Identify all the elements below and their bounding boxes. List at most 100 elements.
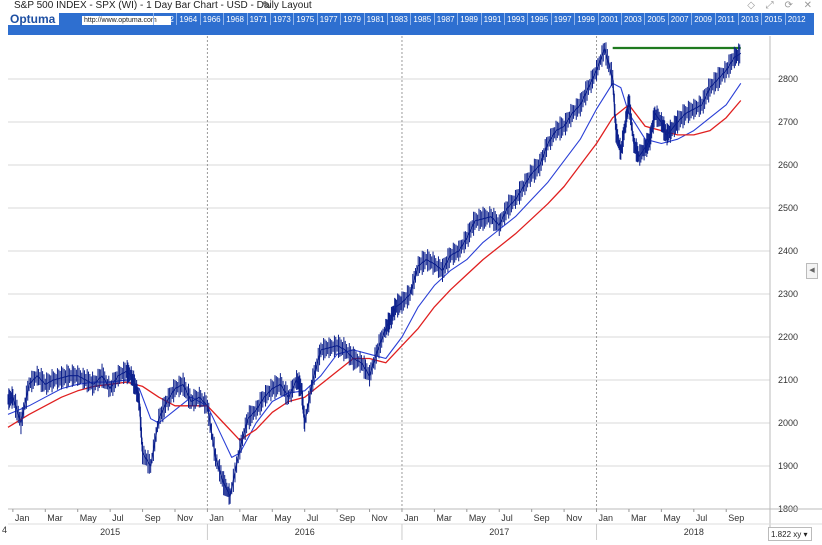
nav-year-label[interactable]: 2007 bbox=[670, 15, 689, 24]
x-year-label: 2017 bbox=[489, 527, 509, 537]
nav-year-divider bbox=[246, 13, 248, 25]
nav-year-label[interactable]: 2012 bbox=[787, 15, 806, 24]
x-tick-label: Mar bbox=[436, 513, 452, 523]
nav-year-divider bbox=[691, 13, 693, 25]
nav-year-label[interactable]: 1977 bbox=[319, 15, 338, 24]
nav-year-label[interactable]: 1985 bbox=[413, 15, 432, 24]
y-tick-label: 2000 bbox=[778, 418, 798, 428]
nav-year-label[interactable]: 1995 bbox=[530, 15, 549, 24]
x-tick-label: Mar bbox=[47, 513, 63, 523]
x-year-label: 2015 bbox=[100, 527, 120, 537]
x-tick-label: Jul bbox=[307, 513, 319, 523]
nav-year-label[interactable]: 1991 bbox=[483, 15, 502, 24]
nav-year-label[interactable]: 1975 bbox=[296, 15, 315, 24]
y-tick-label: 2600 bbox=[778, 160, 798, 170]
nav-year-label[interactable]: 1971 bbox=[249, 15, 268, 24]
nav-year-divider bbox=[316, 13, 318, 25]
nav-year-divider bbox=[199, 13, 201, 25]
nav-year-divider bbox=[784, 13, 786, 25]
x-tick-label: Sep bbox=[534, 513, 550, 523]
nav-year-label[interactable]: 1979 bbox=[343, 15, 361, 24]
scale-readout[interactable]: 1.822 xy ▾ bbox=[768, 527, 812, 541]
x-tick-label: Jan bbox=[404, 513, 419, 523]
x-tick-label: Nov bbox=[566, 513, 583, 523]
x-tick-label: May bbox=[663, 513, 681, 523]
x-tick-label: Jan bbox=[599, 513, 614, 523]
nav-year-divider bbox=[433, 13, 435, 25]
nav-year-label[interactable]: 1999 bbox=[577, 15, 595, 24]
y-tick-label: 2500 bbox=[778, 203, 798, 213]
nav-year-divider bbox=[480, 13, 482, 25]
xy-icon[interactable]: xy ▾ bbox=[793, 530, 808, 539]
x-tick-label: Mar bbox=[631, 513, 647, 523]
nav-year-divider bbox=[574, 13, 576, 25]
logo: Optuma bbox=[8, 13, 60, 26]
nav-year-label[interactable]: 2003 bbox=[624, 15, 642, 24]
nav-year-divider bbox=[644, 13, 646, 25]
nav-year-label[interactable]: 1987 bbox=[436, 15, 455, 24]
x-tick-label: Nov bbox=[177, 513, 194, 523]
nav-year-divider bbox=[597, 13, 599, 25]
x-year-label: 2016 bbox=[295, 527, 315, 537]
x-tick-label: Nov bbox=[372, 513, 389, 523]
pencil-icon[interactable]: ✎ bbox=[262, 0, 272, 12]
logo-url[interactable]: http://www.optuma.com bbox=[82, 16, 171, 25]
title-bar: S&P 500 INDEX - SPX (WI) - 1 Day Bar Cha… bbox=[0, 0, 822, 12]
nav-year-divider bbox=[714, 13, 716, 25]
y-tick-label: 2700 bbox=[778, 117, 798, 127]
nav-year-label[interactable]: 1981 bbox=[366, 15, 385, 24]
nav-year-divider bbox=[527, 13, 529, 25]
nav-year-divider bbox=[340, 13, 342, 25]
nav-year-divider bbox=[504, 13, 505, 25]
nav-year-label[interactable]: 2015 bbox=[764, 15, 783, 24]
scale-readout-value: 1.822 bbox=[771, 530, 792, 539]
axis-collapse-arrow-icon[interactable]: ◀ bbox=[806, 263, 818, 279]
x-tick-label: Sep bbox=[145, 513, 161, 523]
nav-year-divider bbox=[223, 13, 225, 25]
nav-year-label[interactable]: 2005 bbox=[647, 15, 666, 24]
nav-year-label[interactable]: 1962 bbox=[156, 15, 174, 24]
nav-year-label[interactable]: 1989 bbox=[460, 15, 478, 24]
x-tick-label: May bbox=[274, 513, 292, 523]
nav-year-label[interactable]: 2009 bbox=[694, 15, 712, 24]
y-tick-label: 1900 bbox=[778, 461, 798, 471]
nav-year-divider bbox=[457, 13, 459, 25]
nav-year-label[interactable]: 1983 bbox=[390, 15, 408, 24]
x-tick-label: May bbox=[80, 513, 98, 523]
nav-year-label[interactable]: 1966 bbox=[202, 15, 221, 24]
nav-year-label[interactable]: 1997 bbox=[553, 15, 572, 24]
x-tick-label: Jan bbox=[209, 513, 224, 523]
nav-year-label[interactable]: 1964 bbox=[179, 15, 198, 24]
y-tick-label: 2100 bbox=[778, 375, 798, 385]
x-tick-label: Mar bbox=[242, 513, 258, 523]
nav-year-divider bbox=[761, 13, 763, 25]
nav-year-divider bbox=[667, 13, 669, 25]
nav-year-divider bbox=[363, 13, 365, 25]
slow-ma-line bbox=[7, 100, 742, 441]
nav-year-label[interactable]: 2001 bbox=[600, 15, 619, 24]
nav-year-divider bbox=[270, 13, 271, 25]
nav-year-label[interactable]: 1973 bbox=[273, 15, 291, 24]
y-tick-label: 2800 bbox=[778, 74, 798, 84]
nav-year-divider bbox=[621, 13, 622, 25]
left-edge-label: 4 bbox=[2, 525, 8, 535]
nav-year-label[interactable]: 2013 bbox=[741, 15, 759, 24]
fast-ma-line bbox=[7, 82, 742, 458]
x-tick-label: Jul bbox=[501, 513, 513, 523]
x-tick-label: Jul bbox=[112, 513, 124, 523]
x-tick-label: Sep bbox=[728, 513, 744, 523]
nav-year-divider bbox=[153, 13, 154, 25]
year-navigator[interactable]: Optuma http://www.optuma.com 1962 1964 196… bbox=[8, 13, 814, 35]
nav-year-divider bbox=[176, 13, 178, 25]
nav-year-label[interactable]: 1968 bbox=[226, 15, 244, 24]
y-tick-label: 2400 bbox=[778, 246, 798, 256]
chart-title: S&P 500 INDEX - SPX (WI) - 1 Day Bar Cha… bbox=[14, 0, 312, 11]
y-tick-label: 2200 bbox=[778, 332, 798, 342]
nav-year-label[interactable]: 1993 bbox=[507, 15, 525, 24]
window-tools[interactable]: ◇ ⤢ ⟳ ✕ bbox=[747, 0, 816, 11]
nav-year-label[interactable]: 2011 bbox=[717, 15, 735, 24]
x-tick-label: Sep bbox=[339, 513, 355, 523]
nav-year-divider bbox=[293, 13, 295, 25]
logo-text: Optuma bbox=[10, 13, 56, 26]
